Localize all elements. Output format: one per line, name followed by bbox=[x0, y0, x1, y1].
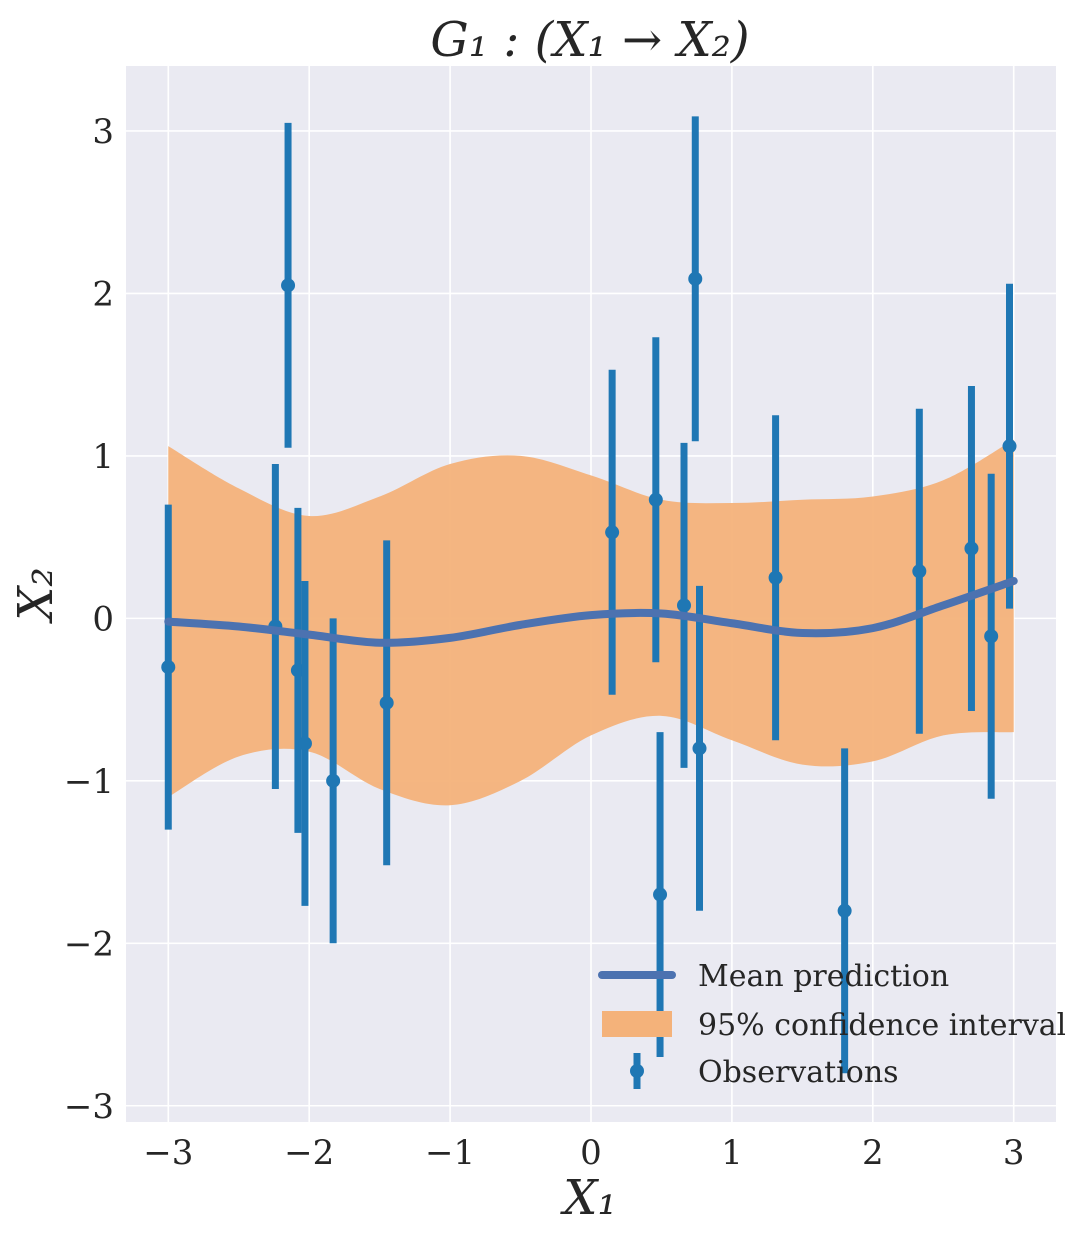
observation-point bbox=[648, 492, 663, 507]
observation-point bbox=[605, 525, 620, 540]
y-tick-label: −1 bbox=[64, 762, 114, 802]
x-axis-label: X₁ bbox=[559, 1170, 616, 1226]
legend-label-observations: Observations bbox=[698, 1055, 899, 1090]
observation-point bbox=[677, 598, 691, 613]
observation-point bbox=[964, 541, 979, 556]
x-tick-label: 3 bbox=[1003, 1133, 1025, 1173]
mean-prediction bbox=[164, 577, 1018, 647]
legend-label-mean: Mean prediction bbox=[698, 959, 949, 994]
observation-point bbox=[281, 278, 296, 293]
y-tick-label: 2 bbox=[92, 274, 114, 314]
tick-labels: −3 −2 −1 0 1 2 3 −3 −2 −1 0 1 2 3 bbox=[64, 112, 1025, 1173]
confidence-band bbox=[168, 439, 1014, 806]
observation-point bbox=[912, 564, 927, 579]
y-tick-label: −3 bbox=[64, 1087, 114, 1127]
mean-prediction-line bbox=[164, 577, 1018, 647]
confidence-band-area bbox=[168, 439, 1014, 806]
observation-point bbox=[326, 773, 341, 788]
observation-point bbox=[161, 660, 176, 675]
legend-swatch-marker bbox=[630, 1064, 644, 1078]
observation-point bbox=[653, 887, 668, 902]
observation-point bbox=[379, 695, 394, 710]
y-tick-label: 1 bbox=[92, 437, 114, 477]
legend-item-mean: Mean prediction bbox=[598, 959, 949, 994]
observation-point bbox=[297, 736, 312, 751]
observation-point bbox=[692, 741, 707, 756]
x-tick-label: 1 bbox=[721, 1133, 743, 1173]
chart-title: G₁ : (X₁ → X₂) bbox=[430, 12, 749, 68]
legend-swatch-band bbox=[602, 1011, 672, 1037]
observation-point bbox=[290, 663, 305, 678]
legend-label-band: 95% confidence interval bbox=[698, 1008, 1065, 1043]
x-tick-label: 0 bbox=[580, 1133, 602, 1173]
x-tick-label: 2 bbox=[862, 1133, 884, 1173]
x-tick-label: −3 bbox=[143, 1133, 193, 1173]
observation-point bbox=[984, 629, 999, 644]
observation-point bbox=[837, 903, 852, 918]
legend-item-band: 95% confidence interval bbox=[602, 1008, 1065, 1043]
y-tick-label: 0 bbox=[92, 599, 114, 639]
y-axis-label: X₂ bbox=[8, 567, 64, 624]
y-tick-label: −2 bbox=[64, 924, 114, 964]
y-tick-label: 3 bbox=[92, 112, 114, 152]
x-tick-label: −1 bbox=[425, 1133, 475, 1173]
legend-item-observations: Observations bbox=[630, 1053, 899, 1090]
legend: Mean prediction 95% confidence interval … bbox=[598, 959, 1065, 1090]
observations bbox=[161, 116, 1017, 1074]
x-tick-label: −2 bbox=[284, 1133, 334, 1173]
observation-point bbox=[688, 271, 703, 286]
observation-point bbox=[1002, 439, 1017, 454]
observation-point bbox=[768, 570, 783, 585]
